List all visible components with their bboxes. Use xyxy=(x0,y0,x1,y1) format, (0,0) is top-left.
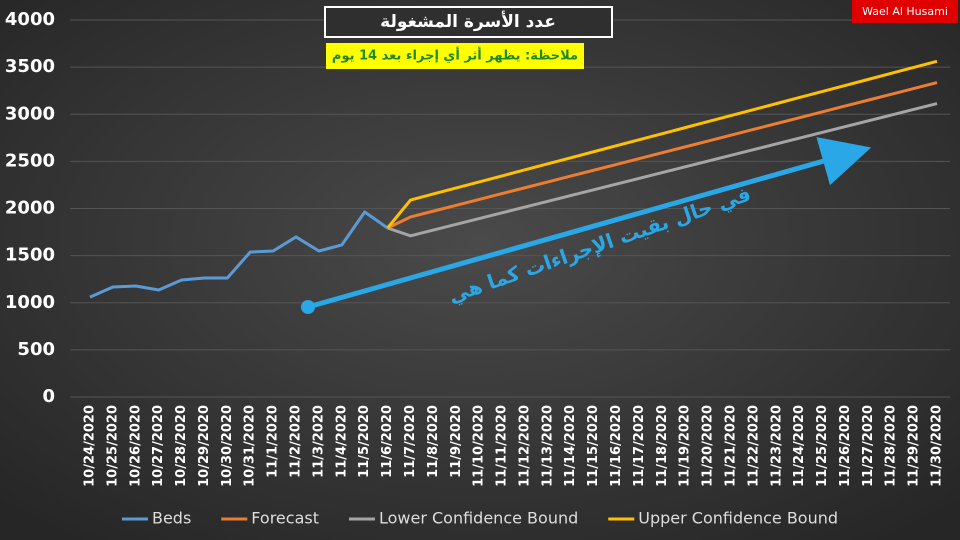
watermark-box xyxy=(852,0,958,23)
series-line xyxy=(387,102,938,238)
x-tick-label: 11/3/2020 xyxy=(311,405,326,478)
x-tick-label: 11/20/2020 xyxy=(701,405,716,487)
x-tick-label: 11/17/2020 xyxy=(632,405,647,487)
x-tick-label: 11/1/2020 xyxy=(266,405,281,478)
x-tick-label: 11/19/2020 xyxy=(678,405,693,487)
x-tick-label: 10/24/2020 xyxy=(83,405,98,487)
y-tick-label: 2500 xyxy=(5,150,55,171)
trend-arrow xyxy=(307,137,872,310)
x-tick-label: 11/21/2020 xyxy=(723,405,738,487)
x-tick-label: 11/22/2020 xyxy=(746,405,761,487)
x-tick-label: 11/11/2020 xyxy=(495,405,510,487)
arrow-start xyxy=(301,300,315,314)
x-tick-label: 11/5/2020 xyxy=(357,405,372,478)
x-tick-label: 11/10/2020 xyxy=(472,405,487,487)
y-tick-label: 1000 xyxy=(5,292,55,313)
x-tick-label: 10/31/2020 xyxy=(243,405,258,487)
x-tick-label: 11/28/2020 xyxy=(884,405,899,487)
series-line xyxy=(89,210,389,299)
watermark: Wael Al Husami xyxy=(862,5,948,18)
legend-label: Forecast xyxy=(251,509,319,528)
x-tick-label: 11/4/2020 xyxy=(334,405,349,478)
legend-item: Beds xyxy=(121,509,191,528)
x-tick-label: 10/27/2020 xyxy=(151,405,166,487)
legend-label: Lower Confidence Bound xyxy=(379,509,578,528)
lines xyxy=(89,59,938,299)
legend-item: Upper Confidence Bound xyxy=(608,509,838,528)
y-tick-label: 0 xyxy=(42,386,55,407)
legend-label: Upper Confidence Bound xyxy=(638,509,838,528)
y-tick-label: 3500 xyxy=(5,56,55,77)
y-tick-label: 3000 xyxy=(5,103,55,124)
legend-item: Forecast xyxy=(221,509,319,528)
subtitle: ملاحظة: يظهر أثر أي إجراء بعد 14 يوم xyxy=(332,47,578,64)
x-tick-label: 11/7/2020 xyxy=(403,405,418,478)
x-tick-label: 10/29/2020 xyxy=(197,405,212,487)
series-line xyxy=(386,81,938,230)
grid: 0 500 1000 1500 2000 2500 3000 3500 4000 10/24/20… xyxy=(5,9,950,487)
y-tick-label: 4000 xyxy=(5,9,55,30)
y-tick-label: 1500 xyxy=(5,245,55,266)
series-line xyxy=(386,59,938,229)
x-tick-label: 11/26/2020 xyxy=(838,405,853,487)
x-tick-label: 11/9/2020 xyxy=(449,405,464,478)
y-tick-label: 500 xyxy=(17,339,55,360)
x-tick-label: 11/8/2020 xyxy=(426,405,441,478)
x-tick-label: 11/15/2020 xyxy=(586,405,601,487)
x-tick-label: 10/25/2020 xyxy=(105,405,120,487)
x-tick-label: 11/14/2020 xyxy=(563,405,578,487)
x-tick-label: 11/30/2020 xyxy=(930,405,945,487)
title-box xyxy=(324,6,613,38)
x-tick-label: 11/29/2020 xyxy=(907,405,922,487)
x-tick-label: 11/23/2020 xyxy=(769,405,784,487)
legend-item: Lower Confidence Bound xyxy=(348,509,578,528)
x-tick-label: 11/18/2020 xyxy=(655,405,670,487)
x-tick-label: 11/27/2020 xyxy=(861,405,876,487)
x-tick-label: 11/16/2020 xyxy=(609,405,624,487)
subtitle-box xyxy=(326,43,584,69)
x-tick-label: 10/28/2020 xyxy=(174,405,189,487)
legend-label: Beds xyxy=(152,509,191,528)
x-tick-label: 11/24/2020 xyxy=(792,405,807,487)
x-tick-label: 11/13/2020 xyxy=(540,405,555,487)
legend: Beds Forecast Lower Confidence Bound Upper … xyxy=(121,509,838,528)
chart-title: عدد الأسرة المشغولة xyxy=(380,11,556,32)
x-tick-label: 10/30/2020 xyxy=(220,405,235,487)
x-tick-label: 11/6/2020 xyxy=(380,405,395,478)
x-tick-label: 11/25/2020 xyxy=(815,405,830,487)
x-tick-label: 11/12/2020 xyxy=(517,405,532,487)
y-tick-label: 2000 xyxy=(5,198,55,219)
x-tick-label: 11/2/2020 xyxy=(289,405,304,478)
x-tick-label: 10/26/2020 xyxy=(128,405,143,487)
